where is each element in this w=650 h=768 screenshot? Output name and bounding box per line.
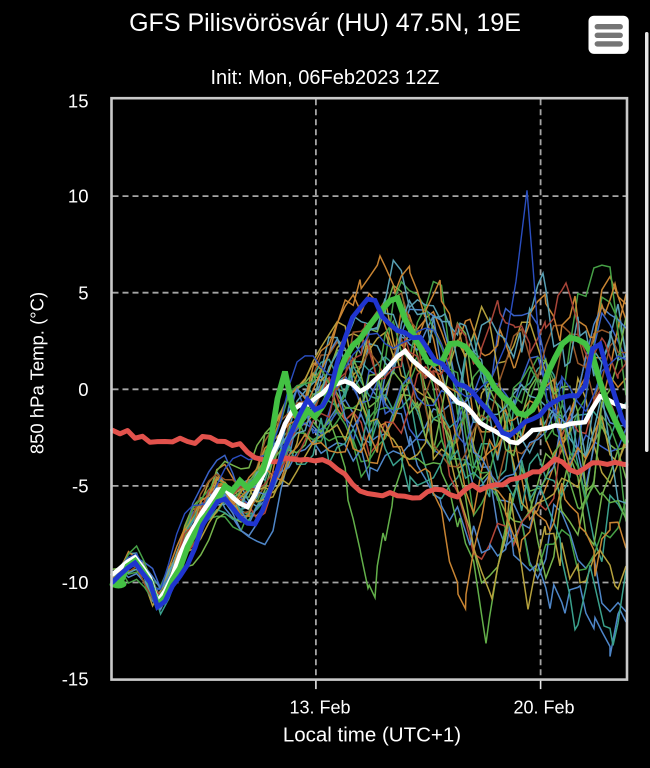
svg-text:Init: Mon, 06Feb2023 12Z: Init: Mon, 06Feb2023 12Z [210, 67, 439, 89]
svg-text:10: 10 [68, 186, 89, 207]
svg-text:GFS Pilisvörösvár (HU) 47.5N,: GFS Pilisvörösvár (HU) 47.5N, 19E [129, 9, 521, 37]
svg-text:-5: -5 [72, 476, 88, 497]
svg-text:-10: -10 [62, 572, 89, 593]
svg-text:13. Feb: 13. Feb [289, 698, 350, 718]
svg-text:Local time (UTC+1): Local time (UTC+1) [283, 724, 461, 747]
svg-text:850 hPa Temp. (°C): 850 hPa Temp. (°C) [27, 292, 48, 454]
svg-text:-15: -15 [62, 669, 89, 690]
svg-text:20. Feb: 20. Feb [513, 698, 574, 718]
svg-text:15: 15 [68, 90, 89, 111]
svg-text:0: 0 [78, 379, 88, 400]
svg-text:5: 5 [78, 282, 88, 303]
